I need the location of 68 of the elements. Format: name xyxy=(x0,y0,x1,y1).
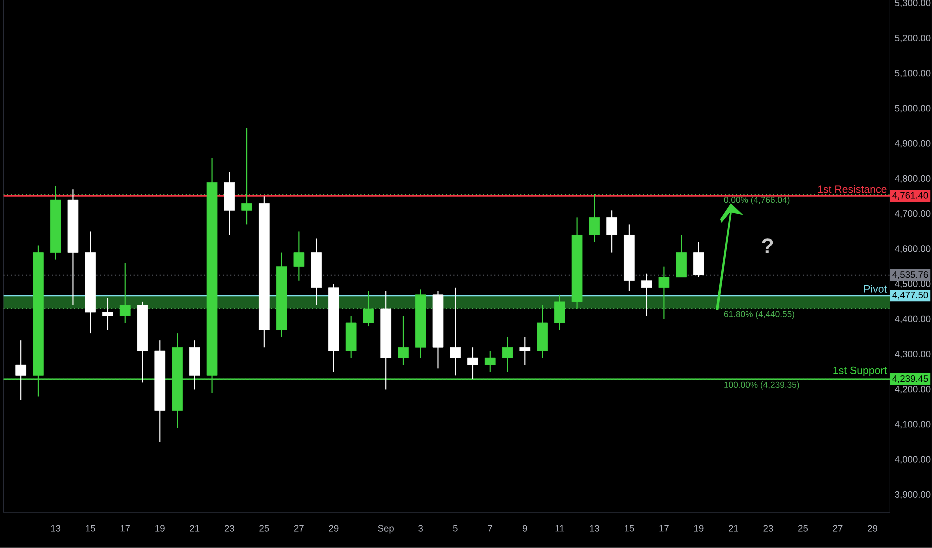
y-tick-label: 5,200.00 xyxy=(895,35,931,43)
ref-line-label: Pivot xyxy=(864,285,888,293)
x-tick-label: Sep xyxy=(378,525,394,534)
x-tick-label: 29 xyxy=(868,525,878,532)
x-tick-label: 15 xyxy=(624,525,634,532)
y-tick-label: 4,600.00 xyxy=(895,246,931,254)
x-tick-label: 13 xyxy=(51,525,61,532)
y-tick-label: 5,000.00 xyxy=(895,105,931,113)
x-tick-label: 3 xyxy=(418,525,424,532)
x-tick-label: 23 xyxy=(224,525,234,532)
candlestick xyxy=(363,290,374,328)
ref-line-label: 0.00% (4,766.04) xyxy=(724,196,790,205)
candlestick xyxy=(502,336,514,373)
x-tick-label: 29 xyxy=(329,525,339,532)
x-tick-label: 7 xyxy=(488,525,493,532)
candlestick xyxy=(641,273,652,317)
annotation: 4,239.45 xyxy=(892,376,928,384)
candlestick xyxy=(658,266,670,320)
y-tick-label: 4,700.00 xyxy=(895,210,931,218)
x-tick-label: 25 xyxy=(260,525,270,532)
x-tick-label: 17 xyxy=(120,525,130,532)
x-tick-label: 19 xyxy=(156,525,165,532)
x-tick-label: 27 xyxy=(294,525,304,532)
y-tick-label: 4,900.00 xyxy=(895,140,931,148)
ref-line-label: 1st Support xyxy=(834,366,888,377)
x-tick-label: 21 xyxy=(190,525,200,532)
x-tick-label: 19 xyxy=(694,525,704,532)
y-tick-label: 3,900.00 xyxy=(895,492,931,500)
annotation: 4,477.50 xyxy=(892,292,928,300)
y-tick-label: 4,300.00 xyxy=(895,351,931,359)
x-tick-label: 17 xyxy=(660,525,669,532)
candlestick xyxy=(398,316,409,366)
candlestick xyxy=(294,231,305,282)
candlestick xyxy=(589,194,600,243)
annotation: ? xyxy=(762,238,774,254)
y-tick-label: 4,000.00 xyxy=(895,456,931,464)
candlestick xyxy=(520,336,531,366)
ref-line-label: 61.80% (4,440.55) xyxy=(724,311,794,320)
x-tick-label: 27 xyxy=(833,525,843,532)
y-tick-label: 4,800.00 xyxy=(895,176,931,184)
candlestick xyxy=(694,242,704,278)
candlestick xyxy=(484,350,496,373)
annotation: 4,535.76 xyxy=(892,272,928,280)
x-tick-label: 5 xyxy=(453,525,458,532)
candlestick xyxy=(450,287,462,376)
x-tick-label: 13 xyxy=(590,525,600,532)
candlestick xyxy=(120,262,131,324)
x-tick-label: 9 xyxy=(523,525,528,532)
candlestick xyxy=(242,128,252,226)
y-tick-label: 4,100.00 xyxy=(895,421,931,429)
ref-line-label: 1st Resistance xyxy=(818,185,887,194)
x-tick-label: 15 xyxy=(86,525,96,532)
candlestick xyxy=(468,347,478,380)
x-tick-label: 21 xyxy=(729,525,738,532)
y-tick-label: 5,100.00 xyxy=(895,70,931,78)
x-tick-label: 25 xyxy=(798,525,808,532)
candlestick xyxy=(554,294,566,331)
candlestick xyxy=(606,210,618,254)
annotation: 4,761.40 xyxy=(892,192,928,200)
candlestick xyxy=(102,298,114,331)
x-tick-label: 23 xyxy=(764,525,774,532)
y-tick-label: 4,400.00 xyxy=(895,316,931,324)
candlestick xyxy=(16,340,26,401)
x-tick-label: 11 xyxy=(556,525,564,532)
y-tick-label: 4,500.00 xyxy=(895,280,931,289)
ref-line-label: 100.00% (4,239.35) xyxy=(724,382,800,390)
y-tick-label: 5,300.00 xyxy=(895,0,931,8)
y-tick-label: 4,200.00 xyxy=(895,386,931,394)
